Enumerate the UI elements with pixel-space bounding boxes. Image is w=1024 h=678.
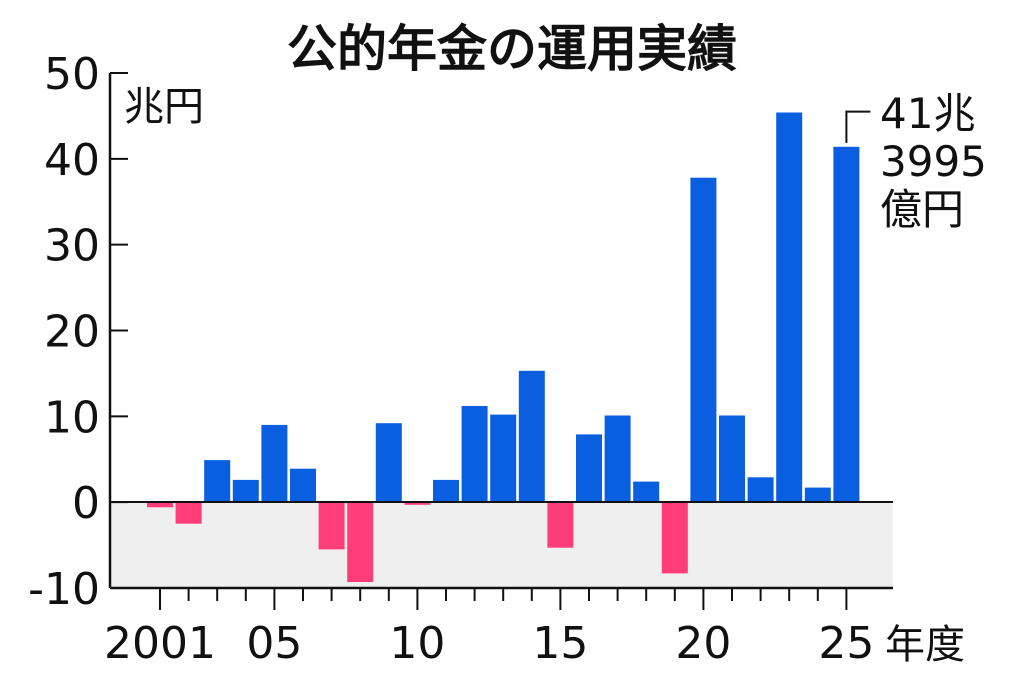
y-axis-unit: 兆円 xyxy=(124,84,204,130)
x-tick-label: 10 xyxy=(389,618,445,669)
bar-2023 xyxy=(776,112,803,503)
bar-2007 xyxy=(318,502,345,550)
annotation-leader xyxy=(845,110,871,143)
bar-2016 xyxy=(576,434,602,503)
bar-2002 xyxy=(175,502,202,524)
bar-2017 xyxy=(604,415,631,503)
bar-2009 xyxy=(375,423,402,503)
y-tick-label: -10 xyxy=(28,564,100,615)
bar-2015 xyxy=(547,502,574,548)
x-tick-label: 25 xyxy=(818,618,874,669)
bar-2025 xyxy=(833,146,860,503)
y-ticks-group: 50 40 30 20 10 0 -10 xyxy=(28,49,128,615)
x-tick-label: 15 xyxy=(532,618,588,669)
y-tick-label: 10 xyxy=(44,392,100,443)
x-axis-unit: 年度 xyxy=(885,622,965,668)
bar-2024 xyxy=(804,487,831,503)
bar-2010 xyxy=(404,502,431,505)
y-tick-label: 50 xyxy=(44,49,100,100)
chart-title: 公的年金の運用実績 xyxy=(287,20,737,78)
bar-2011 xyxy=(433,479,459,503)
bar-2022 xyxy=(747,477,774,503)
bar-2001 xyxy=(147,502,173,508)
bars-group xyxy=(147,112,860,582)
bar-2018 xyxy=(633,481,660,503)
bar-2005 xyxy=(261,424,288,503)
annotation-line: 3995 xyxy=(880,137,987,186)
annotation-line: 億円 xyxy=(880,185,964,234)
x-tick-label: 05 xyxy=(246,618,302,669)
bar-2004 xyxy=(232,479,259,503)
annotation-line: 41兆 xyxy=(880,89,975,138)
x-tick-label: 2001 xyxy=(104,618,216,669)
negative-region xyxy=(110,502,893,588)
y-tick-label: 30 xyxy=(44,221,100,272)
bar-2012 xyxy=(461,406,488,503)
bar-2020 xyxy=(690,177,717,503)
bar-2013 xyxy=(490,414,517,503)
bar-2003 xyxy=(204,460,231,503)
bar-2019 xyxy=(661,502,688,574)
bar-2021 xyxy=(719,415,745,503)
x-ticks-group: 2001 05 10 15 20 25 xyxy=(104,588,874,669)
x-tick-label: 20 xyxy=(675,618,731,669)
y-tick-label: 0 xyxy=(72,478,100,529)
bar-2006 xyxy=(290,468,316,503)
bar-2014 xyxy=(518,370,545,503)
y-tick-label: 20 xyxy=(44,307,100,358)
bar-2008 xyxy=(347,502,374,582)
y-tick-label: 40 xyxy=(44,135,100,186)
